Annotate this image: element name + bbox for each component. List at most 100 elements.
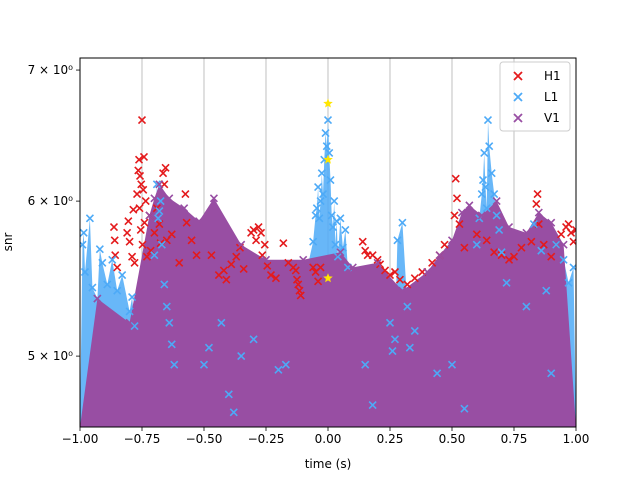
point-l1 xyxy=(336,214,345,223)
point-l1 xyxy=(128,292,137,302)
point-v1 xyxy=(299,255,308,264)
point-l1 xyxy=(155,207,164,216)
point-h1 xyxy=(266,271,276,280)
point-h1 xyxy=(428,258,437,267)
point-v1 xyxy=(150,194,159,203)
point-h1 xyxy=(291,266,300,275)
point-l1 xyxy=(522,302,531,311)
point-h1 xyxy=(141,197,150,206)
point-h1 xyxy=(135,204,144,213)
point-l1 xyxy=(80,267,90,277)
point-l1 xyxy=(157,240,166,249)
point-l1 xyxy=(170,360,179,369)
point-l1 xyxy=(485,142,494,151)
y-axis: 5 × 10⁰ 6 × 10⁰ 7 × 10⁰ xyxy=(28,63,80,363)
point-h1 xyxy=(125,237,134,246)
point-h1 xyxy=(566,228,576,237)
point-l1 xyxy=(315,214,324,223)
x-tick-label: −0.25 xyxy=(248,432,285,446)
point-h1 xyxy=(385,271,395,280)
point-l1 xyxy=(323,116,333,125)
point-h1 xyxy=(460,243,469,252)
point-h1 xyxy=(134,166,143,175)
point-v1 xyxy=(457,208,466,217)
point-h1 xyxy=(134,155,144,164)
point-h1 xyxy=(142,252,152,261)
point-l1 xyxy=(403,302,412,311)
point-h1 xyxy=(395,275,404,284)
point-v1 xyxy=(447,236,457,245)
point-h1 xyxy=(192,251,201,260)
point-h1 xyxy=(571,225,576,234)
point-v1 xyxy=(547,218,556,227)
point-l1 xyxy=(478,176,488,185)
point-l1 xyxy=(125,307,134,316)
point-h1 xyxy=(504,255,514,264)
legend-box xyxy=(499,61,571,132)
point-h1 xyxy=(227,260,236,269)
legend-label: H1 xyxy=(544,69,561,83)
point-l1 xyxy=(361,360,370,369)
point-h1 xyxy=(533,189,542,199)
legend-marker xyxy=(513,92,523,102)
point-v1 xyxy=(492,197,501,206)
point-l1 xyxy=(325,148,334,157)
point-l1 xyxy=(160,280,169,289)
scatter-points-layer xyxy=(80,116,576,417)
legend-marker xyxy=(513,71,523,81)
point-l1 xyxy=(330,197,339,206)
point-h1 xyxy=(254,222,263,232)
point-l1 xyxy=(165,318,174,327)
point-h1 xyxy=(159,169,168,178)
point-l1 xyxy=(341,225,350,234)
point-l1 xyxy=(217,318,226,327)
point-l1 xyxy=(152,180,161,189)
point-h1 xyxy=(252,236,261,245)
point-l1 xyxy=(237,352,246,361)
point-l1 xyxy=(398,218,407,227)
point-h1 xyxy=(450,211,459,220)
point-h1 xyxy=(557,230,566,239)
point-l1 xyxy=(368,401,377,410)
point-v1 xyxy=(477,211,486,220)
point-l1 xyxy=(483,116,493,125)
point-h1 xyxy=(130,258,139,267)
point-l1 xyxy=(314,182,323,192)
point-h1 xyxy=(294,280,303,289)
point-l1 xyxy=(460,404,469,413)
point-h1 xyxy=(167,230,176,239)
point-h1 xyxy=(271,274,280,283)
highlight-star xyxy=(323,154,333,164)
point-h1 xyxy=(137,180,146,189)
point-l1 xyxy=(405,343,414,352)
point-h1 xyxy=(295,286,304,295)
point-h1 xyxy=(239,264,248,273)
point-v1 xyxy=(180,204,189,213)
point-h1 xyxy=(161,163,170,172)
y-tick-label: 5 × 10⁰ xyxy=(28,349,74,363)
point-l1 xyxy=(98,258,107,267)
x-tick-label: 0.50 xyxy=(439,432,466,446)
point-l1 xyxy=(88,283,97,292)
point-h1 xyxy=(316,263,325,272)
point-v1 xyxy=(348,263,357,272)
point-h1 xyxy=(451,174,460,183)
point-l1 xyxy=(150,251,159,260)
y-tick-label: 6 × 10⁰ xyxy=(28,194,74,208)
point-h1 xyxy=(150,228,159,237)
point-l1 xyxy=(333,252,342,261)
point-l1 xyxy=(316,197,325,206)
point-l1 xyxy=(497,248,506,257)
series-v1 xyxy=(93,180,568,327)
point-l1 xyxy=(85,214,94,223)
point-h1 xyxy=(124,217,133,226)
point-v1 xyxy=(165,194,174,203)
point-l1 xyxy=(480,148,489,157)
point-l1 xyxy=(490,189,499,199)
point-h1 xyxy=(490,248,499,257)
point-l1 xyxy=(118,271,127,280)
point-l1 xyxy=(321,128,330,138)
point-v1 xyxy=(194,217,204,226)
point-l1 xyxy=(312,204,321,213)
point-l1 xyxy=(274,365,283,374)
